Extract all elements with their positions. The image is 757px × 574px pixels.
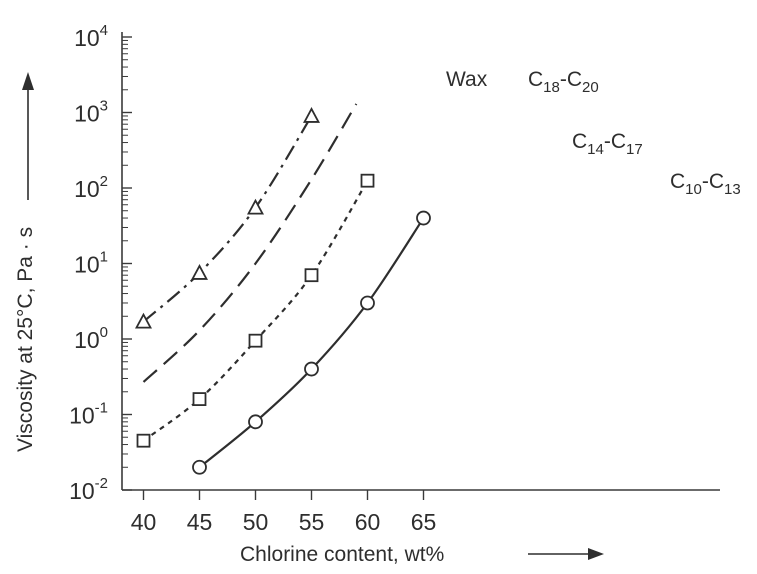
x-tick-label: 40 (131, 509, 157, 535)
x-ticks: 40 45 50 55 60 65 (131, 490, 437, 535)
y-tick-label-base: 10 (74, 327, 100, 353)
data-point-marker (192, 459, 207, 475)
series-line (142, 180, 369, 442)
x-tick-label: 45 (187, 509, 213, 535)
x-tick-label: 50 (243, 509, 269, 535)
series-label: C18-C20 (528, 68, 599, 96)
y-tick-label-base: 10 (74, 176, 100, 202)
y-tick-label: 10-2 (69, 475, 108, 504)
y-tick-label-exponent: -2 (95, 475, 108, 492)
data-point-marker (248, 414, 263, 430)
y-tick-label-exponent: 3 (100, 98, 108, 115)
y-axis-arrow (22, 72, 34, 200)
data-point-marker (246, 198, 265, 215)
y-tick-label-base: 10 (74, 25, 100, 51)
data-point-marker (134, 312, 153, 329)
data-point-marker (192, 392, 207, 406)
series-label-subscript: 13 (724, 181, 741, 198)
y-tick-label-base: 10 (74, 101, 100, 127)
x-tick-label: 55 (299, 509, 325, 535)
data-point-marker (360, 295, 375, 311)
series-label-subscript: 17 (626, 141, 643, 158)
y-tick-label-exponent: 0 (100, 324, 108, 341)
series-label-text: -C (702, 170, 724, 193)
series-label-text: C (670, 170, 685, 193)
series-label-text: -C (604, 130, 626, 153)
y-axis-title: Viscosity at 25°C, Pa · s (14, 227, 37, 452)
data-point-marker (360, 173, 375, 188)
y-tick-label-base: 10 (74, 252, 100, 278)
series-label-text: -C (560, 68, 582, 91)
y-tick-label-exponent: -1 (95, 400, 108, 417)
series-label-subscript: 14 (587, 141, 604, 158)
y-tick-label-exponent: 2 (100, 173, 108, 190)
y-axis-arrow-head (22, 72, 34, 90)
data-point-marker (304, 268, 319, 283)
data-point-marker (136, 433, 151, 448)
data-point-marker (190, 264, 209, 280)
data-point-marker (302, 107, 321, 123)
axes (121, 32, 720, 491)
y-tick-label-base: 10 (69, 478, 95, 504)
y-tick-label-base: 10 (69, 403, 95, 429)
series-label: Wax (446, 68, 488, 91)
x-tick-label: 65 (411, 509, 437, 535)
y-tick-label: 100 (74, 324, 108, 353)
data-point-marker (304, 361, 319, 377)
y-tick-label-exponent: 1 (100, 249, 108, 266)
series-line (198, 217, 425, 469)
data-point-marker (416, 210, 431, 226)
series-label: C10-C13 (670, 170, 741, 198)
y-tick-label: 102 (74, 173, 108, 202)
x-axis-title: Chlorine content, wt% (240, 543, 444, 566)
y-tick-label: 10-1 (69, 400, 108, 429)
series-label-subscript: 18 (543, 79, 560, 96)
series-label-subscript: 20 (582, 79, 599, 96)
x-axis-arrow (528, 548, 604, 560)
series-label-text: Wax (446, 68, 488, 91)
series-label: C14-C17 (572, 130, 643, 158)
x-tick-label: 60 (355, 509, 381, 535)
y-tick-label-exponent: 4 (100, 22, 108, 39)
series-line (142, 115, 313, 323)
data-point-marker (248, 333, 263, 348)
y-minor-ticks (122, 39, 128, 468)
y-tick-label: 103 (74, 98, 108, 127)
x-axis-arrow-head (588, 548, 604, 560)
series-label-text: C (528, 68, 543, 91)
y-tick-label: 101 (74, 249, 108, 278)
series-line (142, 103, 358, 383)
series-label-text: C (572, 130, 587, 153)
y-tick-label: 104 (74, 22, 108, 51)
series-markers (134, 107, 431, 475)
series-lines (142, 103, 425, 469)
series-label-subscript: 10 (685, 181, 702, 198)
